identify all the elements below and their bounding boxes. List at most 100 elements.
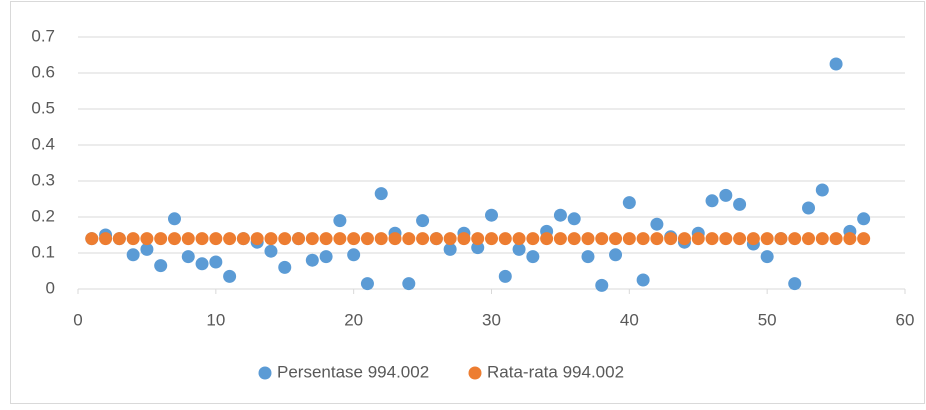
point	[705, 232, 719, 246]
point	[788, 277, 802, 291]
point	[443, 232, 457, 246]
point	[774, 232, 788, 246]
point	[595, 232, 609, 246]
point	[553, 232, 567, 246]
point	[374, 232, 388, 246]
point	[815, 183, 829, 197]
point	[292, 232, 306, 246]
point	[760, 250, 774, 264]
point	[85, 232, 99, 246]
point	[278, 232, 292, 246]
point	[181, 250, 195, 264]
point	[498, 269, 512, 283]
point	[305, 232, 319, 246]
point	[650, 217, 664, 231]
legend-marker	[258, 366, 272, 380]
legend-label: Persentase 994.002	[277, 362, 429, 381]
point	[443, 242, 457, 256]
point	[195, 257, 209, 271]
point	[388, 232, 402, 246]
point	[167, 212, 181, 226]
point	[209, 255, 223, 269]
point	[498, 232, 512, 246]
point	[595, 278, 609, 292]
point	[802, 201, 816, 215]
y-tick-label: 0.4	[31, 134, 55, 153]
point	[719, 232, 733, 246]
point	[195, 232, 209, 246]
y-tick-label: 0	[46, 278, 55, 297]
y-tick-label: 0.2	[31, 206, 55, 225]
point	[333, 232, 347, 246]
point	[526, 232, 540, 246]
point	[609, 248, 623, 262]
point	[140, 232, 154, 246]
point	[636, 273, 650, 287]
point	[857, 232, 871, 246]
x-tick-label: 20	[344, 310, 363, 329]
x-tick-label: 60	[896, 310, 915, 329]
point	[857, 212, 871, 226]
point	[360, 277, 374, 291]
point	[278, 260, 292, 274]
point	[719, 188, 733, 202]
point	[609, 232, 623, 246]
point	[733, 232, 747, 246]
point	[760, 232, 774, 246]
point	[126, 232, 140, 246]
point	[802, 232, 816, 246]
point	[553, 208, 567, 222]
point	[209, 232, 223, 246]
y-tick-label: 0.1	[31, 242, 55, 261]
y-tick-label: 0.7	[31, 26, 55, 45]
point	[154, 232, 168, 246]
point	[264, 232, 278, 246]
point	[264, 244, 278, 258]
point	[347, 232, 361, 246]
point	[788, 232, 802, 246]
point	[429, 232, 443, 246]
point	[581, 250, 595, 264]
point	[664, 232, 678, 246]
point	[485, 232, 498, 246]
point	[360, 232, 374, 246]
point	[705, 194, 719, 208]
point	[622, 232, 636, 246]
x-tick-label: 40	[620, 310, 639, 329]
point	[154, 259, 168, 273]
point	[733, 197, 747, 211]
point	[126, 248, 140, 262]
point	[457, 232, 471, 246]
x-tick-label: 10	[206, 310, 225, 329]
point	[319, 232, 333, 246]
point	[677, 232, 691, 246]
point	[843, 232, 857, 246]
point	[650, 232, 664, 246]
point	[829, 57, 843, 71]
point	[319, 250, 333, 264]
point	[374, 187, 388, 201]
point	[512, 232, 526, 246]
point	[691, 232, 705, 246]
x-tick-label: 50	[758, 310, 777, 329]
point	[140, 242, 154, 256]
point	[236, 232, 250, 246]
point	[112, 232, 126, 246]
point	[540, 232, 554, 246]
y-tick-label: 0.6	[31, 62, 55, 81]
x-tick-label: 30	[482, 310, 501, 329]
point	[333, 214, 347, 228]
point	[223, 232, 237, 246]
point	[99, 232, 113, 246]
point	[347, 248, 361, 262]
y-tick-label: 0.5	[31, 98, 55, 117]
point	[636, 232, 650, 246]
point	[746, 232, 760, 246]
point	[526, 250, 540, 264]
point	[416, 214, 430, 228]
point	[223, 269, 237, 283]
chart-border	[10, 1, 925, 404]
point	[250, 232, 264, 246]
point	[567, 212, 581, 226]
